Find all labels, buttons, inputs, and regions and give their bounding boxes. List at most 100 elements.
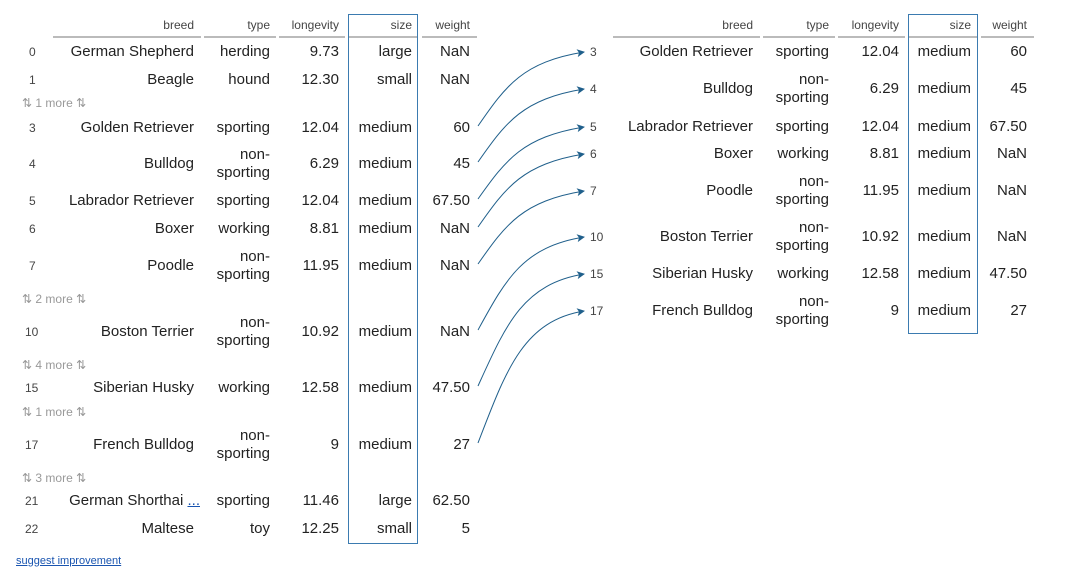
- right-cell-size: medium: [917, 228, 971, 245]
- right-cell-weight: 47.50: [989, 265, 1027, 282]
- breed-text: German Shorthai: [69, 492, 184, 509]
- more-rows-indicator[interactable]: ⇅ 2 more ⇅: [22, 292, 87, 306]
- left-cell-breed: Bulldog: [143, 155, 194, 172]
- left-row-index: 7: [29, 259, 36, 273]
- left-header-underline: [204, 36, 276, 38]
- left-row-index: 10: [25, 325, 39, 339]
- left-cell-breed: German Shorthai ...: [53, 492, 200, 510]
- more-rows-indicator[interactable]: ⇅ 1 more ⇅: [22, 405, 87, 419]
- row-mapping-arrow: [477, 86, 585, 163]
- right-cell-breed: Bulldog: [702, 80, 753, 97]
- left-cell-type: hound: [228, 71, 270, 88]
- left-cell-longevity: 12.04: [301, 119, 339, 136]
- left-header-underline: [53, 36, 201, 38]
- right-cell-size: medium: [917, 182, 971, 199]
- right-cell-type: non-sporting: [775, 293, 829, 328]
- right-header-type: type: [806, 18, 829, 32]
- right-cell-breed: French Bulldog: [652, 302, 753, 319]
- left-cell-longevity: 11.46: [302, 492, 339, 509]
- right-cell-type: sporting: [775, 43, 829, 60]
- right-header-size: size: [949, 18, 971, 32]
- left-cell-longevity: 12.58: [301, 379, 339, 396]
- left-cell-type: sporting: [216, 192, 270, 209]
- left-cell-weight: NaN: [439, 220, 470, 237]
- left-cell-size: large: [378, 492, 412, 509]
- left-cell-weight: 5: [461, 520, 470, 537]
- left-header-size: size: [390, 18, 412, 32]
- left-cell-type: toy: [249, 520, 270, 537]
- right-header-longevity: longevity: [851, 18, 899, 32]
- suggest-improvement-link[interactable]: suggest improvement: [16, 555, 122, 567]
- right-row-index: 6: [590, 147, 597, 161]
- left-cell-size: small: [376, 520, 412, 537]
- right-cell-breed: Boxer: [713, 145, 753, 162]
- left-cell-weight: 27: [453, 436, 470, 453]
- right-header-breed: breed: [722, 18, 753, 32]
- expand-text-link[interactable]: ...: [187, 492, 200, 509]
- right-cell-size: medium: [917, 118, 971, 135]
- left-row-index: 15: [25, 381, 39, 395]
- right-cell-size: medium: [917, 145, 971, 162]
- right-cell-weight: NaN: [996, 182, 1027, 199]
- left-header-underline: [422, 36, 477, 38]
- row-mapping-arrow: [477, 234, 585, 331]
- left-cell-type: sporting: [216, 492, 270, 509]
- right-cell-type: working: [777, 265, 829, 282]
- left-cell-type: non-sporting: [216, 248, 270, 283]
- right-cell-weight: 67.50: [989, 118, 1027, 135]
- left-row-index: 21: [25, 494, 39, 508]
- left-row-index: 17: [25, 438, 39, 452]
- right-size-column-highlight: [908, 14, 978, 334]
- right-cell-longevity: 12.58: [861, 265, 899, 282]
- left-header-breed: breed: [163, 18, 194, 32]
- right-cell-longevity: 12.04: [861, 43, 899, 60]
- left-header-longevity: longevity: [291, 18, 339, 32]
- left-cell-weight: NaN: [439, 257, 470, 274]
- left-header-type: type: [247, 18, 270, 32]
- more-rows-indicator[interactable]: ⇅ 1 more ⇅: [22, 96, 87, 110]
- right-row-index: 10: [590, 230, 604, 244]
- left-row-index: 4: [29, 157, 36, 171]
- left-cell-longevity: 9: [330, 436, 339, 453]
- left-cell-type: non-sporting: [216, 146, 270, 181]
- right-header-underline: [981, 36, 1034, 38]
- right-header-underline: [908, 36, 977, 38]
- left-cell-breed: Boxer: [154, 220, 194, 237]
- left-row-index: 3: [29, 121, 36, 135]
- right-row-index: 17: [590, 304, 604, 318]
- left-cell-type: working: [218, 220, 270, 237]
- left-row-index: 6: [29, 222, 36, 236]
- left-cell-breed: Beagle: [147, 71, 194, 88]
- right-cell-longevity: 6.29: [869, 80, 899, 97]
- left-cell-longevity: 10.92: [301, 323, 339, 340]
- more-rows-indicator[interactable]: ⇅ 3 more ⇅: [22, 471, 87, 485]
- right-cell-type: non-sporting: [775, 219, 829, 254]
- right-cell-breed: Boston Terrier: [659, 228, 753, 245]
- left-cell-size: medium: [358, 257, 412, 274]
- more-rows-indicator[interactable]: ⇅ 4 more ⇅: [22, 358, 87, 372]
- row-mapping-arrow: [477, 271, 585, 387]
- left-row-index: 1: [29, 73, 36, 87]
- left-cell-size: large: [378, 43, 412, 60]
- left-cell-size: medium: [358, 192, 412, 209]
- right-row-index: 4: [590, 82, 597, 96]
- right-cell-type: working: [777, 145, 829, 162]
- right-row-index: 3: [590, 45, 597, 59]
- left-cell-weight: 60: [453, 119, 470, 136]
- right-cell-weight: NaN: [996, 228, 1027, 245]
- right-cell-longevity: 9: [890, 302, 899, 319]
- left-cell-weight: 45: [453, 155, 470, 172]
- right-row-index: 7: [590, 184, 597, 198]
- right-cell-longevity: 8.81: [869, 145, 899, 162]
- left-row-index: 0: [29, 45, 36, 59]
- left-cell-breed: German Shepherd: [70, 43, 194, 60]
- right-cell-breed: Poodle: [706, 182, 753, 199]
- row-mapping-arrow: [477, 49, 585, 127]
- right-cell-weight: 45: [1010, 80, 1027, 97]
- right-cell-weight: NaN: [996, 145, 1027, 162]
- left-cell-breed: Labrador Retriever: [68, 192, 194, 209]
- left-cell-weight: NaN: [439, 71, 470, 88]
- right-cell-type: non-sporting: [775, 71, 829, 106]
- right-header-weight: weight: [992, 18, 1027, 32]
